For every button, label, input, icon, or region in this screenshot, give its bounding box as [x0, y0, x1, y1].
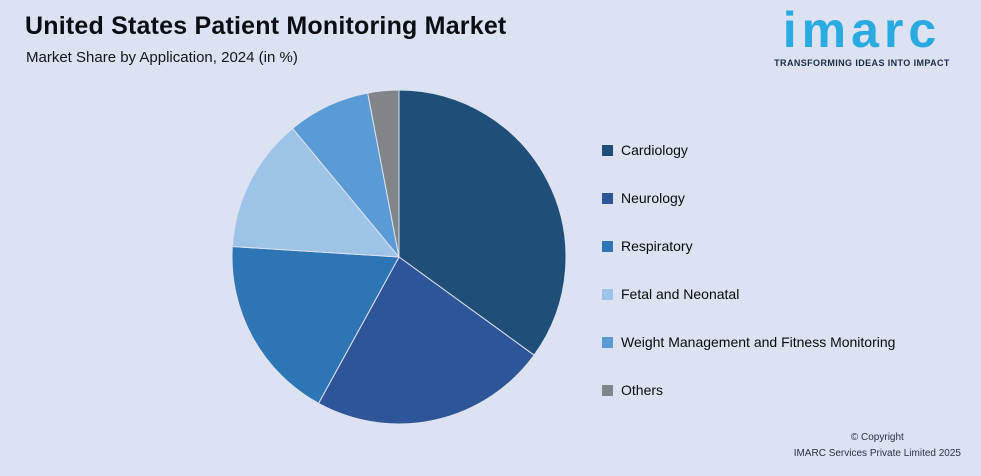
page-title: United States Patient Monitoring Market: [25, 12, 507, 40]
legend-swatch-icon: [602, 288, 613, 300]
imarc-logo: imarc TRANSFORMING IDEAS INTO IMPACT: [757, 4, 967, 68]
copyright-line2: IMARC Services Private Limited 2025: [793, 448, 961, 459]
pie-slice-cardiology: [398, 89, 567, 356]
imarc-logo-wordmark: imarc: [782, 2, 942, 58]
pie-slice-others: [367, 89, 400, 258]
legend-label: Fetal and Neonatal: [621, 286, 740, 302]
legend-label: Cardiology: [621, 142, 688, 158]
legend-item-weight-management-and-fitness-monitoring: Weight Management and Fitness Monitoring: [602, 332, 895, 352]
legend-item-others: Others: [602, 380, 895, 400]
legend-label: Weight Management and Fitness Monitoring: [621, 334, 896, 350]
legend-swatch-icon: [602, 144, 613, 156]
pie-slice-respiratory: [231, 245, 400, 405]
legend-label: Others: [621, 382, 664, 398]
pie-slice-fetal-and-neonatal: [231, 127, 401, 258]
legend-label: Neurology: [621, 190, 685, 206]
legend-item-fetal-and-neonatal: Fetal and Neonatal: [602, 284, 895, 304]
legend-swatch-icon: [602, 384, 613, 396]
legend-item-cardiology: Cardiology: [602, 140, 895, 160]
copyright-line1: © Copyright: [850, 432, 904, 443]
legend-label: Respiratory: [621, 238, 693, 254]
legend-swatch-icon: [602, 336, 613, 348]
copyright-notice: © Copyright IMARC Services Private Limit…: [794, 430, 961, 462]
imarc-logo-tagline: TRANSFORMING IDEAS INTO IMPACT: [774, 57, 950, 68]
legend-swatch-icon: [602, 240, 613, 252]
legend: Cardiology Neurology Respiratory Fetal and …: [602, 140, 895, 428]
page-subtitle: Market Share by Application, 2024 (in %): [26, 49, 298, 66]
legend-item-respiratory: Respiratory: [602, 236, 895, 256]
legend-swatch-icon: [602, 192, 613, 204]
legend-item-neurology: Neurology: [602, 188, 895, 208]
pie-slice-neurology: [317, 256, 535, 425]
